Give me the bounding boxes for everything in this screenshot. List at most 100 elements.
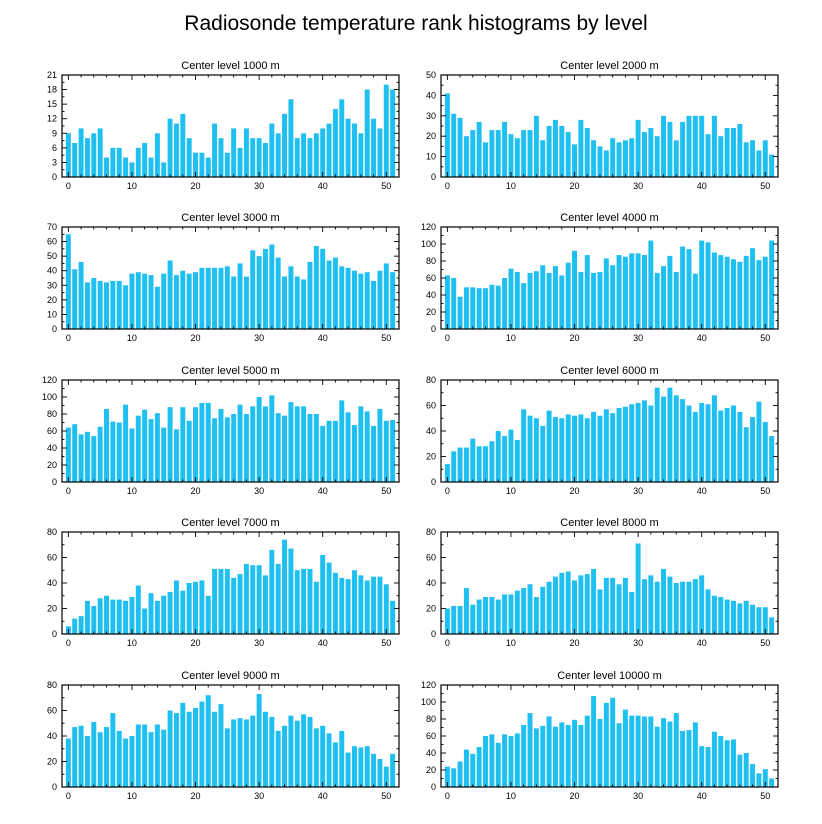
histogram-bar <box>686 115 692 177</box>
histogram-bar <box>743 600 749 634</box>
y-tick-label: 3 <box>52 157 57 167</box>
histogram-bar <box>390 600 396 634</box>
histogram-bar <box>565 724 571 787</box>
y-tick-label: 6 <box>52 143 57 153</box>
histogram-bar <box>572 719 578 787</box>
histogram-bar <box>326 562 332 634</box>
histogram-bar <box>256 565 262 634</box>
histogram-bar <box>616 142 622 177</box>
panel-6: Center level 6000 m 0 10 20 30 40 50 0 20 40 60 80 <box>426 365 779 496</box>
histogram-bar <box>731 739 736 787</box>
histogram-bar <box>78 434 84 482</box>
histogram-bar <box>648 575 654 634</box>
histogram-bar <box>533 115 539 177</box>
histogram-bar <box>364 411 370 482</box>
histogram-bar <box>301 133 307 177</box>
histogram-bar <box>629 715 635 787</box>
histogram-bar <box>167 591 173 634</box>
histogram-bar <box>603 577 609 634</box>
histogram-bar <box>231 276 237 329</box>
histogram-bar <box>648 240 654 329</box>
x-tick-label: 0 <box>445 791 450 801</box>
histogram-bar <box>383 420 389 482</box>
histogram-bar <box>320 725 326 787</box>
histogram-bar <box>224 417 230 482</box>
histogram-bar <box>540 140 546 177</box>
histogram-bar <box>135 272 141 329</box>
histogram-bar <box>135 415 141 482</box>
y-tick-label: 60 <box>47 553 57 563</box>
histogram-bar <box>320 128 326 177</box>
histogram-bar <box>301 568 307 634</box>
panel-title: Center level 3000 m <box>181 212 279 224</box>
histogram-bar <box>641 400 647 482</box>
histogram-bar <box>502 278 508 329</box>
histogram-bar <box>180 702 186 787</box>
histogram-bar <box>301 279 307 329</box>
histogram-bar <box>756 607 762 634</box>
histogram-bar <box>116 422 122 482</box>
histogram-bar <box>572 144 578 177</box>
x-tick-label: 40 <box>697 486 707 496</box>
histogram-bar <box>262 711 268 787</box>
histogram-bar <box>718 410 724 482</box>
histogram-bar <box>167 260 173 329</box>
histogram-bar <box>199 580 205 634</box>
y-tick-label: 60 <box>47 426 57 436</box>
y-tick-label: 30 <box>426 111 436 121</box>
histogram-bar <box>591 140 597 177</box>
x-tick-label: 10 <box>127 181 137 191</box>
histogram-bar <box>737 261 743 329</box>
histogram-bar <box>148 419 154 482</box>
y-tick-label: 60 <box>426 273 436 283</box>
histogram-bar <box>339 577 345 634</box>
panel-title: Center level 7000 m <box>181 517 279 529</box>
histogram-bar <box>546 716 552 787</box>
histogram-bar <box>552 119 558 177</box>
histogram-bar <box>451 605 457 634</box>
histogram-bar <box>65 427 71 482</box>
histogram-bar <box>237 263 243 329</box>
histogram-bar <box>629 404 635 482</box>
histogram-bar <box>72 269 78 329</box>
histogram-bar <box>97 280 103 329</box>
histogram-bar <box>591 272 597 329</box>
histogram-bar <box>629 253 635 329</box>
histogram-bar <box>546 410 552 482</box>
histogram-bar <box>476 747 482 787</box>
histogram-bar <box>142 273 148 329</box>
histogram-bar <box>129 162 135 177</box>
y-tick-label: 40 <box>426 578 436 588</box>
histogram-bar <box>451 768 457 787</box>
histogram-bar <box>565 414 571 482</box>
x-tick-label: 0 <box>445 486 450 496</box>
histogram-bar <box>294 720 300 787</box>
histogram-bar <box>483 142 488 177</box>
histogram-bar <box>65 738 71 787</box>
histogram-bar <box>161 162 167 177</box>
histogram-bar <box>161 595 167 634</box>
y-tick-label: 60 <box>47 706 57 716</box>
histogram-bar <box>470 753 476 787</box>
histogram-bar <box>680 399 686 483</box>
histogram-bar <box>463 287 469 329</box>
panel-title: Center level 5000 m <box>181 365 279 377</box>
histogram-bar <box>661 396 667 482</box>
histogram-bar <box>769 617 775 634</box>
histogram-bar <box>307 568 313 634</box>
x-tick-label: 10 <box>506 333 516 343</box>
y-tick-label: 40 <box>47 266 57 276</box>
x-tick-label: 20 <box>191 181 201 191</box>
y-tick-label: 20 <box>426 452 436 462</box>
histogram-bar <box>616 723 622 787</box>
x-tick-label: 20 <box>570 791 580 801</box>
histogram-bar <box>648 716 654 787</box>
histogram-bar <box>135 724 141 787</box>
histogram-bar <box>495 431 501 482</box>
histogram-bar <box>218 408 224 482</box>
histogram-bar <box>275 563 281 635</box>
histogram-bar <box>692 722 698 787</box>
x-tick-label: 10 <box>127 638 137 648</box>
histogram-bar <box>718 136 724 177</box>
histogram-bar <box>502 734 508 787</box>
